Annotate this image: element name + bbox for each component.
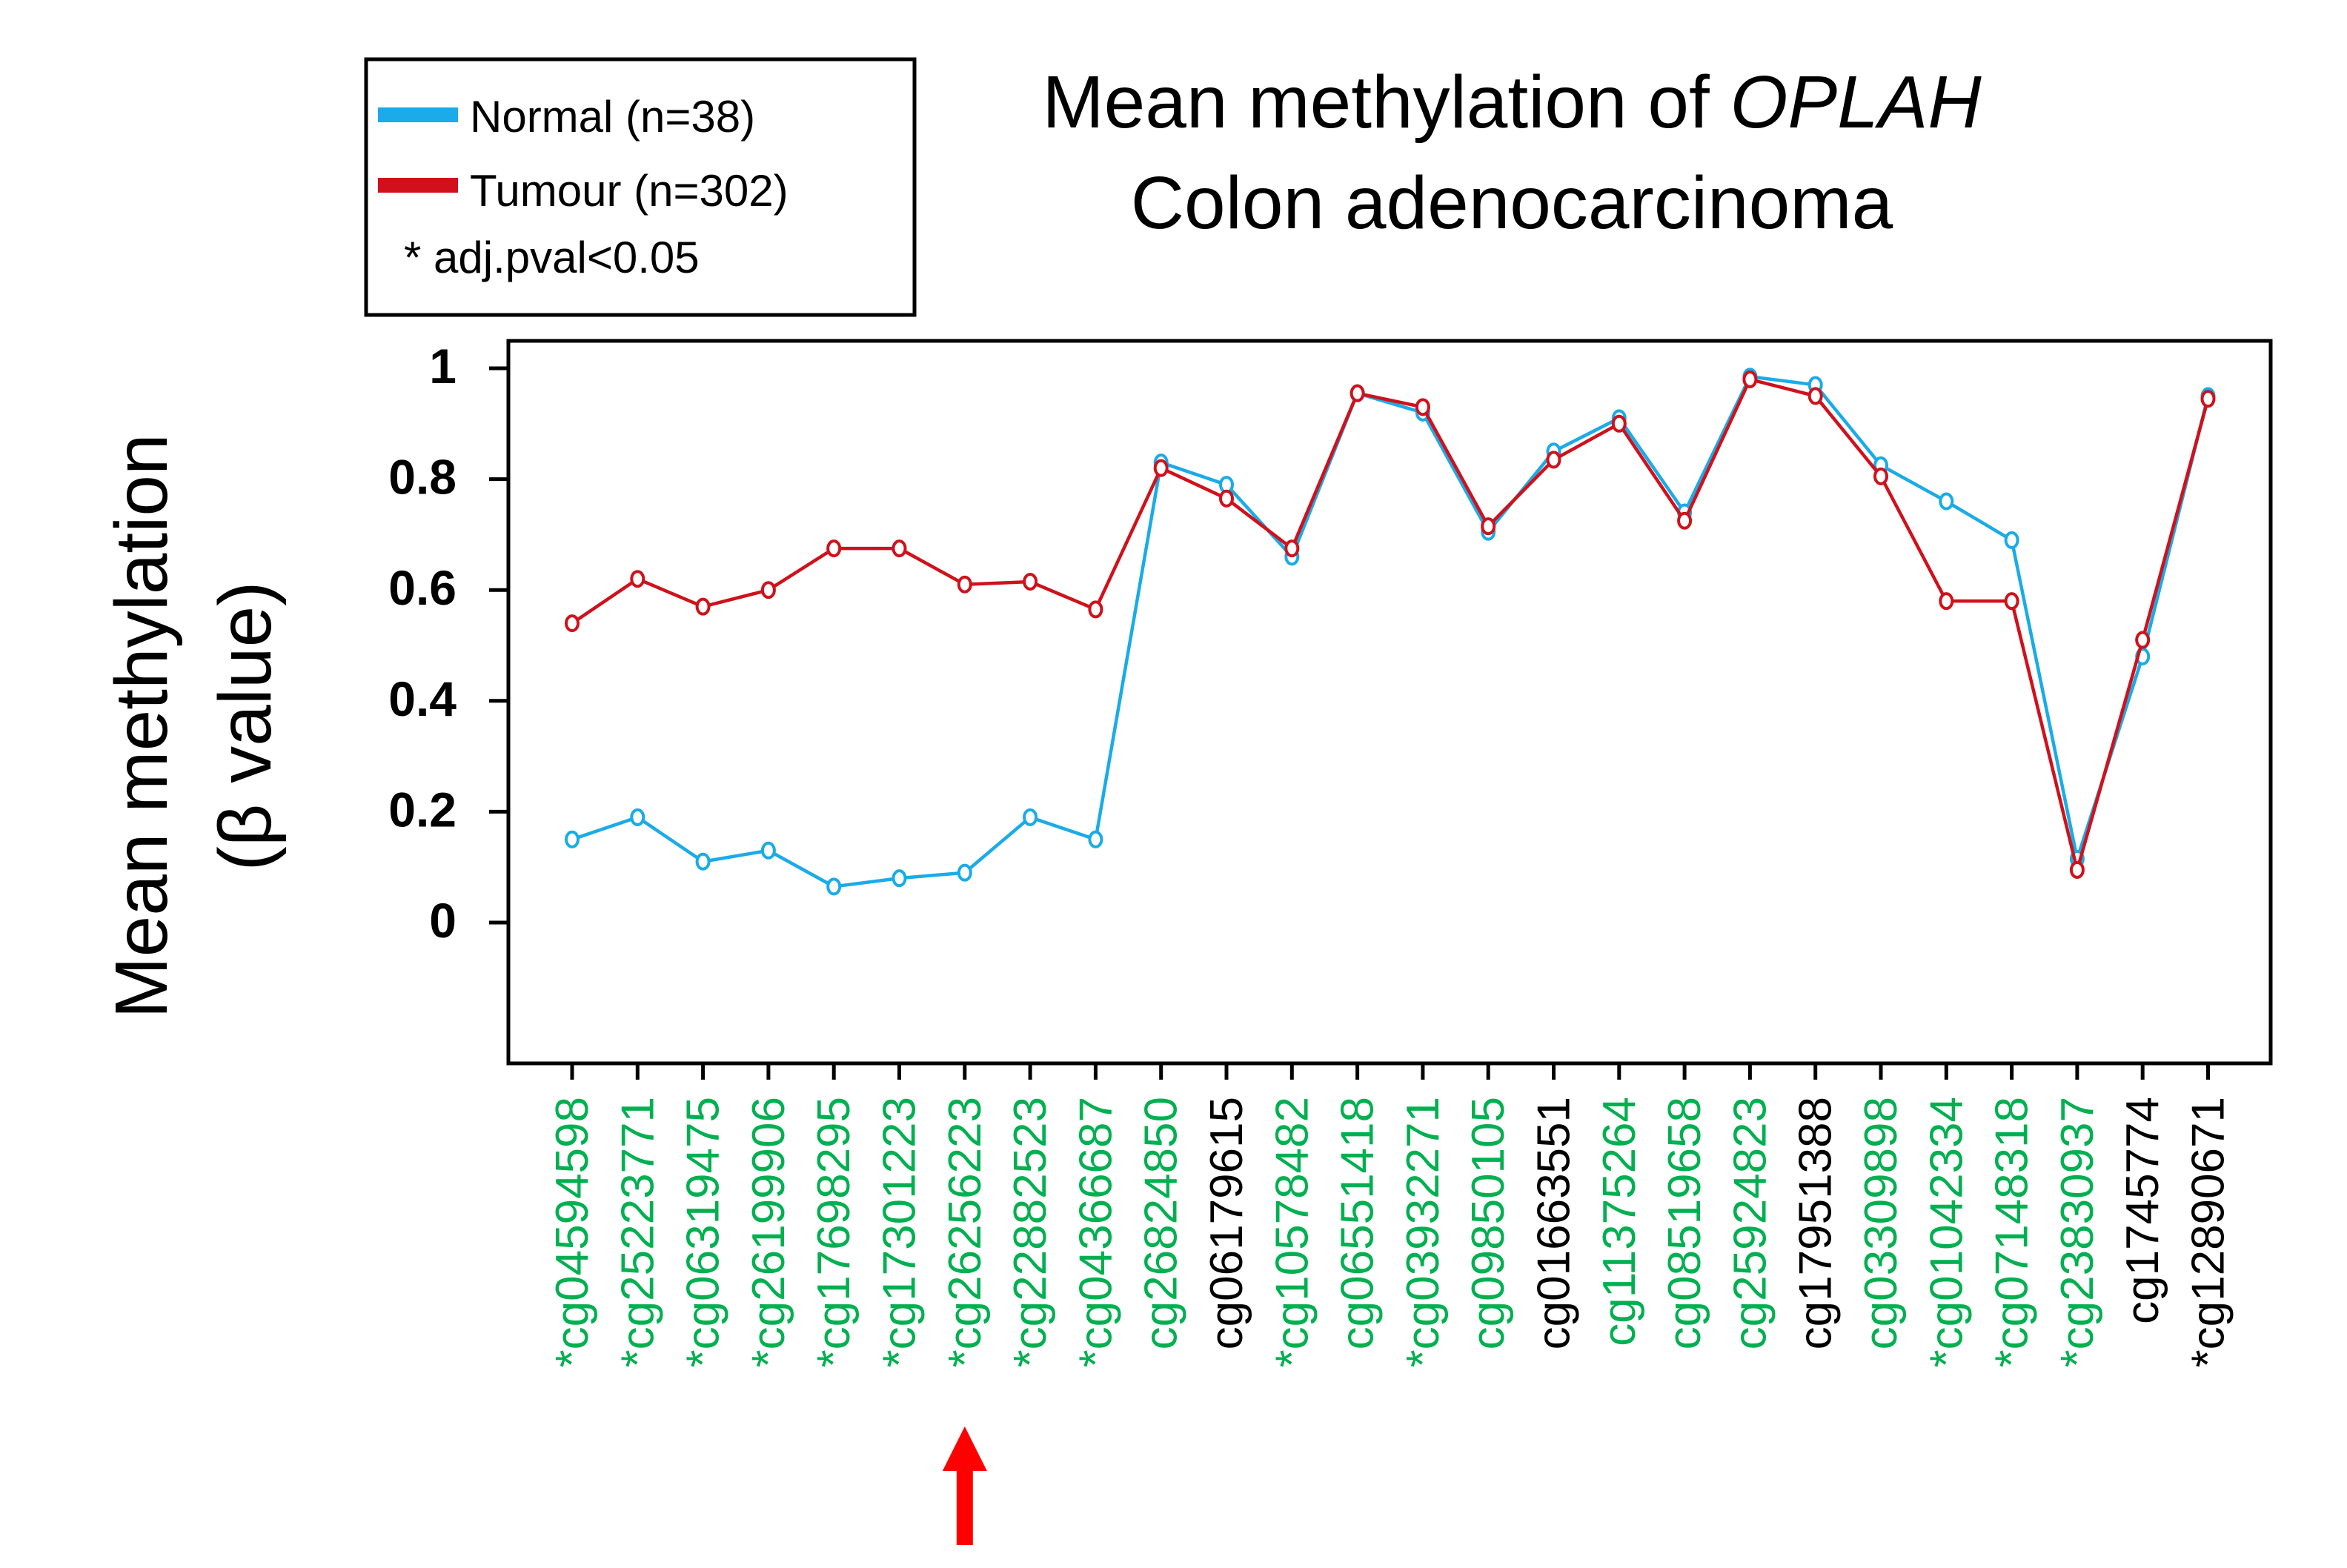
y-axis-label-line1: Mean methylation	[100, 433, 183, 1018]
point-tumour-cg08519658	[1677, 511, 1693, 530]
point-normal-cg04366687	[1088, 830, 1103, 848]
x-tick-label-cg17698295: *cg17698295	[809, 1097, 860, 1367]
x-tick-label-cg01663551: cg01663551	[1529, 1097, 1580, 1349]
point-tumour-cg01042334	[1939, 592, 1954, 611]
x-tick-label-cg09850105: cg09850105	[1463, 1097, 1514, 1349]
point-tumour-cg12890671	[2200, 390, 2216, 408]
chart-title-line2: Colon adenocarcinoma	[1131, 162, 1893, 245]
point-normal-cg01042334	[1939, 492, 1954, 511]
x-tick-label-cg22882523: *cg22882523	[1005, 1097, 1056, 1367]
point-tumour-cg03309898	[1873, 467, 1888, 485]
y-axis-label: Mean methylation (β value)	[100, 433, 287, 1018]
legend-label-normal: Normal (n=38)	[470, 92, 755, 142]
point-tumour-cg1745774	[2135, 631, 2151, 649]
point-tumour-cg06319475	[695, 597, 711, 616]
point-normal-cg07148318	[2004, 531, 2019, 549]
point-tumour-cg01663551	[1546, 451, 1561, 469]
point-tumour-cg26199906	[760, 581, 776, 599]
legend-swatch-tumour	[378, 178, 458, 193]
x-tick-label-cg25924823: cg25924823	[1724, 1097, 1776, 1349]
y-axis: 0 0.2 0.4 0.6 0.8 1	[388, 339, 508, 948]
point-tumour-cg25924823	[1742, 370, 1758, 388]
legend-swatch-normal	[378, 107, 458, 122]
y-tick-label: 0.4	[388, 671, 457, 726]
point-tumour-cg26824850	[1153, 459, 1169, 477]
x-tick-label-cg1745774: cg1745774	[2117, 1097, 2168, 1324]
x-tick-label-cg03932271: *cg03932271	[1398, 1097, 1449, 1367]
x-tick-label-cg17301223: *cg17301223	[874, 1097, 926, 1367]
point-tumour-cg23830937	[2069, 860, 2085, 879]
point-tumour-cg26256223	[957, 575, 972, 594]
series-layer	[565, 368, 2216, 896]
x-tick-label-cg26256223: *cg26256223	[940, 1097, 991, 1367]
legend: Normal (n=38) Tumour (n=302) * adj.pval<…	[364, 57, 917, 317]
point-normal-cg17698295	[826, 877, 842, 896]
point-tumour-cg04366687	[1088, 600, 1103, 619]
x-tick-label-cg10578482: *cg10578482	[1267, 1097, 1318, 1367]
x-tick-label-cg26199906: *cg26199906	[743, 1097, 794, 1367]
x-tick-label-cg26824850: cg26824850	[1136, 1097, 1187, 1349]
x-tick-label-cg11375264: cg11375264	[1594, 1097, 1645, 1346]
point-tumour-cg17301223	[892, 539, 907, 558]
y-tick-label: 0.6	[388, 560, 457, 615]
point-tumour-cg06551418	[1350, 384, 1365, 402]
title-prefix: Mean methylation of	[1042, 61, 1730, 144]
point-tumour-cg06179615	[1219, 489, 1234, 508]
point-tumour-cg07148318	[2004, 592, 2019, 611]
point-tumour-cg22882523	[1023, 572, 1038, 591]
point-tumour-cg11375264	[1611, 414, 1627, 433]
point-tumour-cg03932271	[1415, 398, 1430, 416]
point-normal-cg26256223	[957, 863, 972, 882]
y-tick-label: 1	[429, 339, 457, 393]
point-tumour-cg09850105	[1481, 517, 1496, 536]
arrow-head	[942, 1426, 987, 1471]
y-axis-label-line2: (β value)	[204, 582, 287, 871]
series-line-tumour	[571, 377, 2210, 877]
point-tumour-cg10578482	[1284, 539, 1300, 558]
point-normal-cg22882523	[1023, 808, 1038, 826]
x-tick-label-cg01042334: *cg01042334	[1921, 1097, 1972, 1367]
plot-frame	[506, 339, 2273, 1066]
point-normal-cg25223771	[630, 808, 645, 826]
series-line-normal	[571, 374, 2210, 888]
annotation-arrow	[942, 1426, 987, 1545]
legend-significance-note: * adj.pval<0.05	[404, 233, 700, 282]
x-tick-label-cg25223771: *cg25223771	[612, 1097, 663, 1367]
arrow-shaft	[956, 1467, 973, 1545]
point-normal-cg26199906	[760, 841, 776, 860]
x-tick-label-cg06551418: cg06551418	[1332, 1097, 1384, 1349]
x-tick-label-cg17951388: cg17951388	[1790, 1097, 1842, 1349]
y-tick-label: 0	[429, 893, 457, 948]
point-tumour-cg04594598	[565, 614, 580, 633]
x-tick-label-cg04366687: *cg04366687	[1070, 1097, 1121, 1367]
point-tumour-cg17951388	[1807, 387, 1823, 405]
x-tick-label-cg07148318: *cg07148318	[1987, 1097, 2038, 1367]
x-tick-label-cg08519658: cg08519658	[1659, 1097, 1710, 1349]
point-normal-cg06319475	[695, 852, 711, 871]
point-normal-cg04594598	[565, 830, 580, 848]
y-tick-label: 0.2	[388, 782, 457, 837]
x-tick-label-cg04594598: *cg04594598	[547, 1097, 598, 1367]
x-axis: *cg04594598 *cg25223771 *cg06319475 *cg2619…	[547, 1063, 2234, 1367]
x-tick-label-cg23830937: *cg23830937	[2052, 1097, 2103, 1367]
title-gene-name: OPLAH	[1730, 61, 1982, 144]
point-tumour-cg25223771	[630, 570, 645, 588]
x-tick-label-cg12890671: *cg12890671	[2183, 1097, 2234, 1367]
x-tick-label-cg03309898: cg03309898	[1856, 1097, 1907, 1349]
y-tick-label: 0.8	[388, 450, 457, 505]
legend-label-tumour: Tumour (n=302)	[470, 166, 789, 216]
chart-title-line1: Mean methylation of OPLAH	[1042, 61, 1982, 144]
point-tumour-cg17698295	[826, 539, 842, 558]
point-normal-cg17301223	[892, 869, 907, 888]
x-tick-label-cg06179615: cg06179615	[1201, 1097, 1252, 1349]
x-tick-label-cg06319475: *cg06319475	[678, 1097, 729, 1367]
